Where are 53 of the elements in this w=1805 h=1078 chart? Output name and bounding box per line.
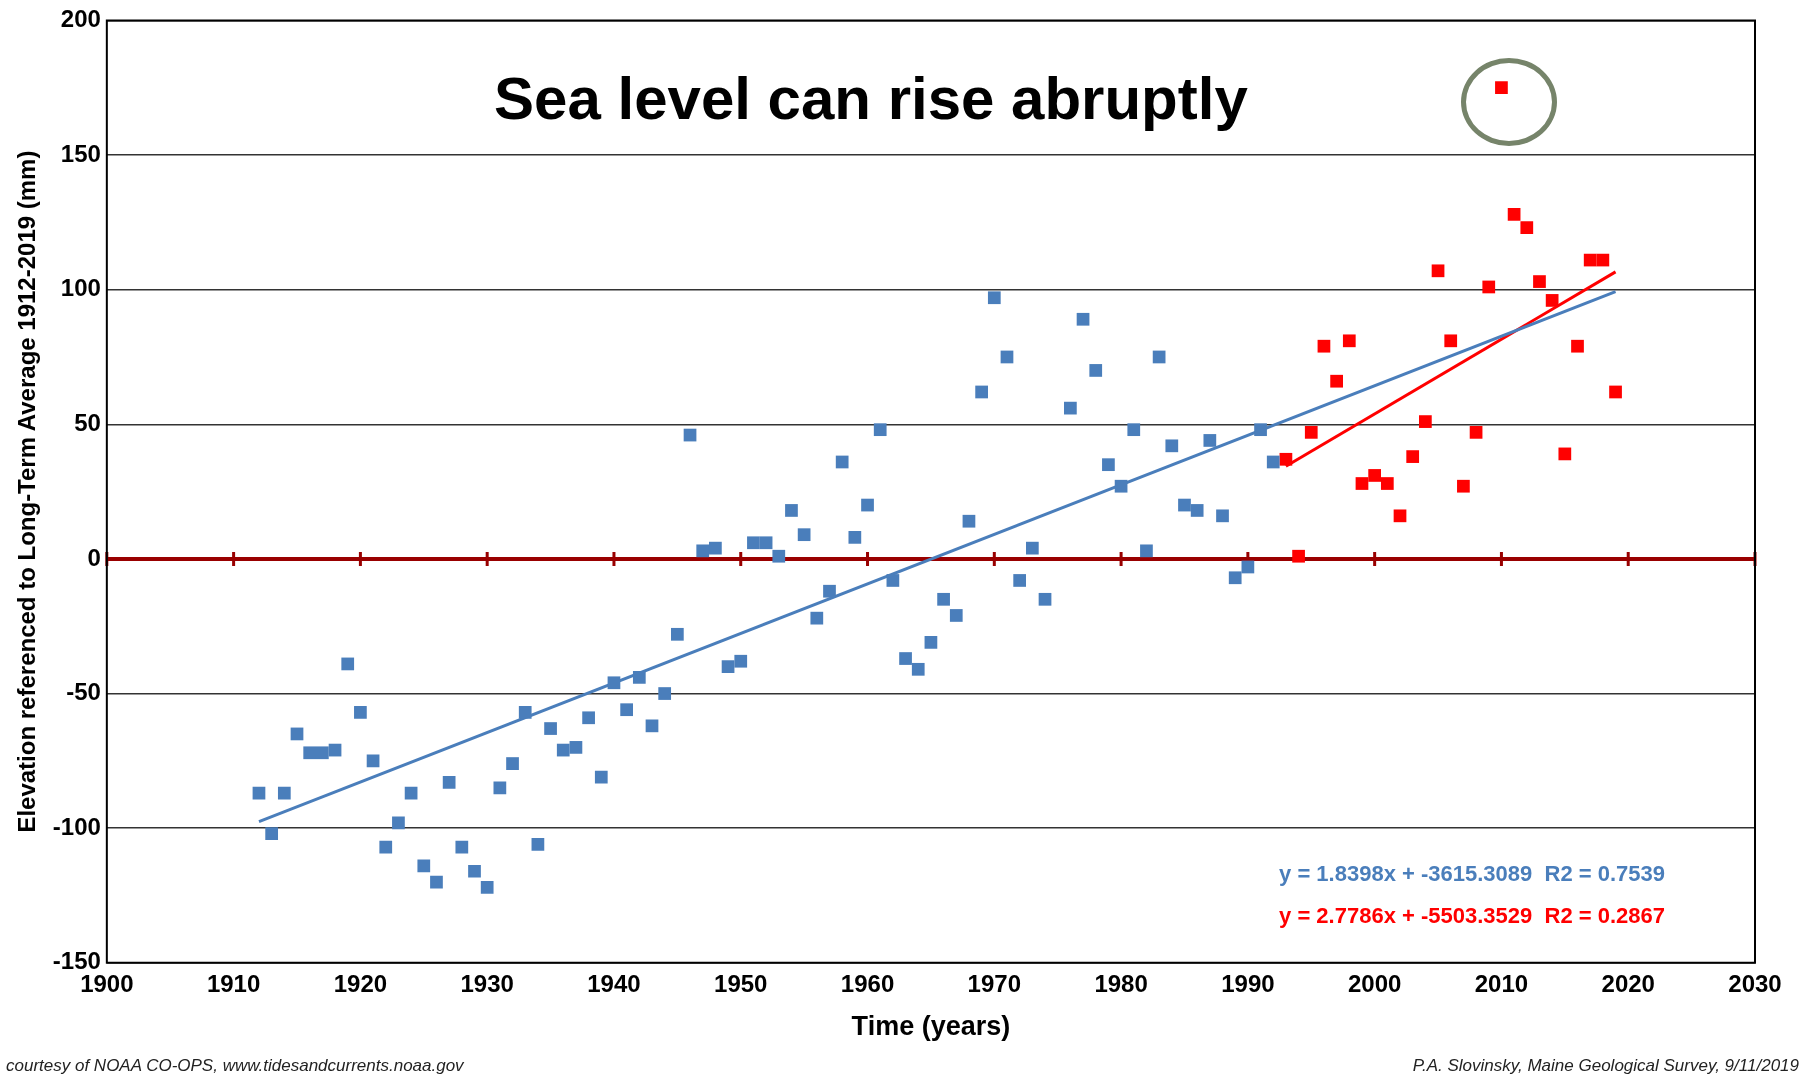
x-tick-label: 2020 <box>1601 969 1655 997</box>
text: Sea level can rise abruptly <box>494 64 1249 132</box>
x-tick-label: 1930 <box>460 969 514 997</box>
point <box>1596 253 1610 267</box>
y-tick-label: 150 <box>60 139 101 167</box>
point <box>1406 450 1420 463</box>
annotation: y = 1.8398x + -3615.3089 R2 = 0.7539 <box>1279 860 1665 886</box>
y-axis-title: Elevation referenced to Long-Term Average 1912-2019 (mm) <box>13 150 41 833</box>
point <box>1419 415 1432 428</box>
annotation: y = 2.7786x + -5503.3529 R2 = 0.2867 <box>1279 902 1665 928</box>
y-tick-label: 100 <box>60 274 101 302</box>
text: courtesy of NOAA CO-OPS, www.tidesandcurrents.noaa.gov <box>6 1055 466 1075</box>
x-tick-label: 2010 <box>1474 969 1529 997</box>
point <box>1495 81 1508 95</box>
x-tick-label: 1910 <box>206 969 261 997</box>
x-tick-label: 1970 <box>967 969 1021 997</box>
point <box>1380 477 1394 490</box>
point <box>1457 479 1470 493</box>
x-axis-title: Time (years) <box>851 1011 1011 1042</box>
point <box>1304 426 1318 439</box>
x-tick-label: 2030 <box>1728 969 1782 997</box>
point <box>1609 385 1622 399</box>
x-tick-label: 1920 <box>333 969 388 997</box>
y-tick-label: -100 <box>52 812 101 840</box>
y-tick-label: 200 <box>60 5 101 33</box>
point <box>1279 452 1293 466</box>
point <box>1545 294 1559 307</box>
point <box>1533 275 1546 288</box>
y-tick-label: -50 <box>66 678 101 706</box>
x-tick-label: 1980 <box>1094 969 1148 997</box>
point <box>1431 264 1445 278</box>
text: P.A. Slovinsky, Maine Geological Survey, 9/11/2019 <box>1412 1055 1800 1075</box>
point <box>1469 426 1483 439</box>
x-tick-label: 1940 <box>587 969 641 997</box>
point <box>1355 477 1369 490</box>
y-tick-label: 50 <box>74 408 101 436</box>
point <box>1292 549 1305 563</box>
point <box>1507 207 1521 221</box>
x-tick-label: 1950 <box>714 969 768 997</box>
point <box>1482 280 1496 294</box>
point <box>1444 334 1458 348</box>
point <box>1317 339 1331 353</box>
x-tick-label: 2000 <box>1347 969 1402 997</box>
point <box>1571 339 1584 353</box>
point <box>1342 334 1356 348</box>
x-tick-label: 1990 <box>1221 969 1275 997</box>
point <box>1558 447 1572 461</box>
y-tick-label: 0 <box>87 543 101 571</box>
x-tick-label: 1960 <box>840 969 895 997</box>
point <box>1368 469 1382 482</box>
point <box>1330 374 1343 388</box>
point <box>1393 509 1407 523</box>
point <box>1520 221 1534 235</box>
